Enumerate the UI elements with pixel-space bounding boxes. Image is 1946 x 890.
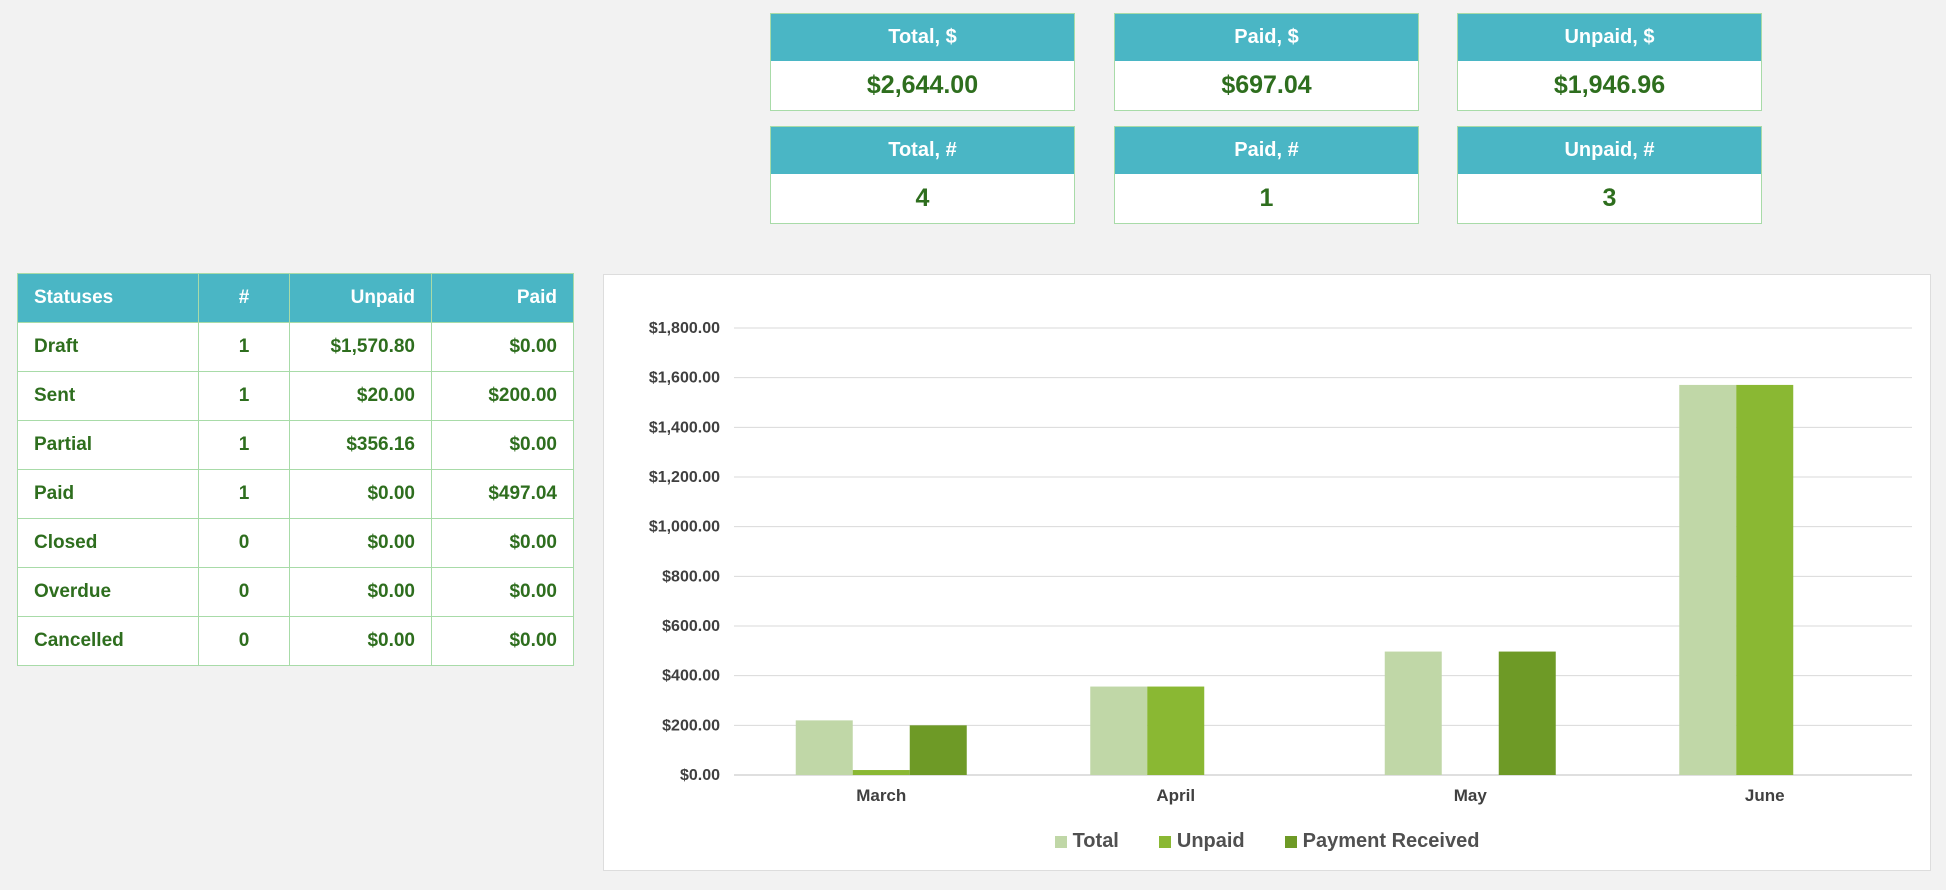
table-row: Draft 1 $1,570.80 $0.00 — [17, 322, 574, 372]
y-tick-label: $200.00 — [662, 717, 720, 734]
status-unpaid: $356.16 — [289, 420, 432, 470]
y-tick-label: $1,600.00 — [649, 370, 720, 387]
kpi-value: 1 — [1259, 184, 1274, 212]
bar-unpaid — [1736, 384, 1794, 775]
legend-swatch-payment-received — [1284, 835, 1297, 848]
kpi-label: Unpaid, # — [1458, 127, 1761, 174]
status-count: 0 — [198, 567, 290, 617]
status-unpaid: $0.00 — [289, 616, 432, 666]
status-name: Paid — [17, 469, 199, 519]
x-tick-label: June — [1745, 786, 1785, 805]
kpi-unpaid-count: Unpaid, # 3 — [1457, 126, 1762, 224]
x-tick-label: May — [1454, 786, 1488, 805]
bar-total — [1384, 651, 1442, 775]
y-tick-label: $800.00 — [662, 568, 720, 585]
status-paid: $200.00 — [431, 371, 574, 421]
status-count: 1 — [198, 469, 290, 519]
status-paid: $0.00 — [431, 616, 574, 666]
kpi-unpaid-amount: Unpaid, $ $1,946.96 — [1457, 13, 1762, 111]
table-row: Paid 1 $0.00 $497.04 — [17, 469, 574, 519]
x-tick-label: March — [856, 786, 906, 805]
chart-legend: Total Unpaid Payment Received — [604, 830, 1930, 853]
status-name: Overdue — [17, 567, 199, 617]
kpi-paid-amount: Paid, $ $697.04 — [1114, 13, 1419, 111]
kpi-value: $2,644.00 — [866, 71, 979, 99]
status-table: Statuses # Unpaid Paid Draft 1 $1,570.80… — [17, 273, 574, 666]
column-header-count: # — [198, 273, 290, 323]
y-tick-label: $400.00 — [662, 668, 720, 685]
status-name: Draft — [17, 322, 199, 372]
kpi-label: Total, # — [771, 127, 1074, 174]
x-tick-label: April — [1156, 786, 1195, 805]
status-paid: $497.04 — [431, 469, 574, 519]
status-name: Cancelled — [17, 616, 199, 666]
status-unpaid: $20.00 — [289, 371, 432, 421]
status-name: Closed — [17, 518, 199, 568]
legend-item-unpaid: Unpaid — [1158, 830, 1245, 853]
status-count: 0 — [198, 616, 290, 666]
legend-label: Unpaid — [1176, 830, 1245, 852]
status-unpaid: $0.00 — [289, 469, 432, 519]
bar-total — [1090, 686, 1148, 775]
status-paid: $0.00 — [431, 518, 574, 568]
status-paid: $0.00 — [431, 322, 574, 372]
status-table-header: Statuses # Unpaid Paid — [17, 273, 574, 323]
bar-unpaid — [1147, 686, 1205, 775]
column-header-paid: Paid — [431, 273, 574, 323]
status-name: Sent — [17, 371, 199, 421]
kpi-value: 4 — [915, 184, 930, 212]
kpi-value: $1,946.96 — [1553, 71, 1666, 99]
legend-swatch-unpaid — [1158, 835, 1171, 848]
table-row: Cancelled 0 $0.00 $0.00 — [17, 616, 574, 666]
status-count: 1 — [198, 371, 290, 421]
kpi-label: Unpaid, $ — [1458, 14, 1761, 61]
y-tick-label: $1,200.00 — [649, 469, 720, 486]
kpi-value: $697.04 — [1221, 71, 1312, 99]
column-header-unpaid: Unpaid — [289, 273, 432, 323]
bar-payment-received — [909, 725, 967, 775]
kpi-total-count: Total, # 4 — [770, 126, 1075, 224]
y-tick-label: $1,400.00 — [649, 419, 720, 436]
kpi-label: Total, $ — [771, 14, 1074, 61]
table-row: Sent 1 $20.00 $200.00 — [17, 371, 574, 421]
y-tick-label: $1,800.00 — [649, 320, 720, 337]
chart-panel: $0.00 $200.00 $400.00 $600.00 $800.00 $1,000.… — [603, 274, 1931, 871]
y-tick-label: $0.00 — [680, 767, 720, 784]
bar-total — [1679, 384, 1737, 775]
kpi-total-amount: Total, $ $2,644.00 — [770, 13, 1075, 111]
status-name: Partial — [17, 420, 199, 470]
kpi-label: Paid, # — [1115, 127, 1418, 174]
bar-total — [795, 720, 853, 775]
column-header-statuses: Statuses — [17, 273, 199, 323]
status-count: 0 — [198, 518, 290, 568]
status-paid: $0.00 — [431, 567, 574, 617]
table-row: Overdue 0 $0.00 $0.00 — [17, 567, 574, 617]
status-unpaid: $1,570.80 — [289, 322, 432, 372]
table-row: Partial 1 $356.16 $0.00 — [17, 420, 574, 470]
legend-item-payment-received: Payment Received — [1284, 830, 1480, 853]
status-unpaid: $0.00 — [289, 518, 432, 568]
status-count: 1 — [198, 420, 290, 470]
status-count: 1 — [198, 322, 290, 372]
bar-chart: $0.00 $200.00 $400.00 $600.00 $800.00 $1,000.… — [649, 320, 1912, 805]
y-tick-label: $600.00 — [662, 618, 720, 635]
bar-unpaid — [852, 770, 910, 775]
legend-swatch-total — [1054, 835, 1067, 848]
kpi-paid-count: Paid, # 1 — [1114, 126, 1419, 224]
status-unpaid: $0.00 — [289, 567, 432, 617]
kpi-value: 3 — [1602, 184, 1617, 212]
legend-label: Total — [1072, 830, 1119, 852]
kpi-label: Paid, $ — [1115, 14, 1418, 61]
legend-item-total: Total — [1054, 830, 1119, 853]
table-row: Closed 0 $0.00 $0.00 — [17, 518, 574, 568]
legend-label: Payment Received — [1302, 830, 1480, 852]
status-paid: $0.00 — [431, 420, 574, 470]
y-tick-label: $1,000.00 — [649, 519, 720, 536]
bar-payment-received — [1498, 651, 1556, 775]
